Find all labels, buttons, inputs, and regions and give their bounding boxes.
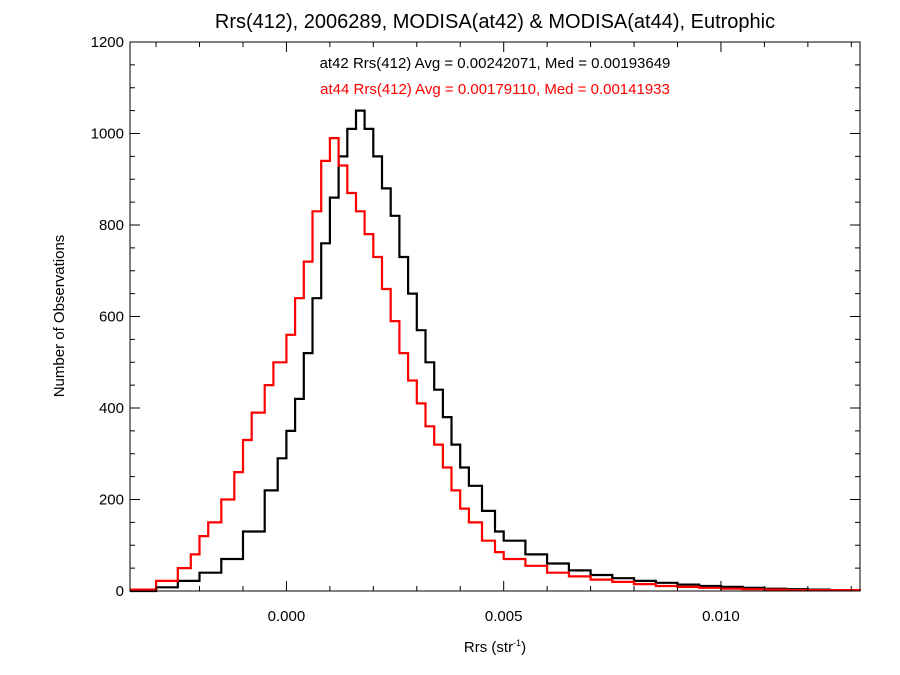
plot-frame [129,41,861,592]
x-axis-label-main: Rrs (str [464,639,513,656]
y-tick-label: 1200 [91,34,124,51]
x-axis-label-close: ) [521,639,526,656]
annotation-at44: at44 Rrs(412) Avg = 0.00179110, Med = 0.… [320,81,670,98]
y-axis-label: Number of Observations [51,235,68,398]
y-tick-label: 0 [116,583,124,600]
annotation-at42: at42 Rrs(412) Avg = 0.00242071, Med = 0.… [320,55,671,72]
x-tick-label: 0.000 [268,608,306,625]
x-tick-label: 0.005 [485,608,523,625]
series-line-at42 [130,109,860,593]
x-axis-label: Rrs (str-1) [464,638,526,656]
x-axis-label-sup: -1 [513,638,521,648]
axes-layer: 0.000 0.005 0.010 0 200 400 600 800 1000 1200 [91,34,861,625]
x-tick-label: 0.010 [702,608,740,625]
y-tick-label: 600 [99,309,124,326]
chart-title: Rrs(412), 2006289, MODISA(at42) & MODISA… [215,11,775,33]
series-layer [130,109,862,593]
series-line-at44 [130,137,862,592]
y-tick-label: 400 [99,400,124,417]
y-tick-label: 1000 [91,126,124,143]
y-tick-label: 200 [99,492,124,509]
y-tick-label: 800 [99,217,124,234]
